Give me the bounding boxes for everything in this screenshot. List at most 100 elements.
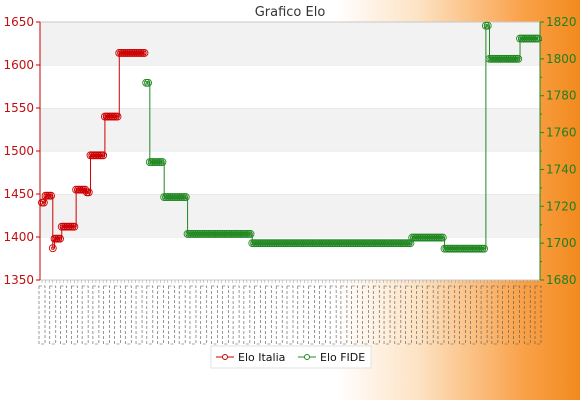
x-tick-label-stub bbox=[405, 285, 412, 345]
x-tick-label-stub bbox=[372, 285, 380, 345]
x-tick-label-stub bbox=[470, 285, 477, 345]
x-tick-label-stub bbox=[189, 285, 197, 345]
data-point-inner bbox=[183, 195, 188, 199]
data-point bbox=[144, 78, 152, 87]
data-point bbox=[246, 229, 255, 238]
data-point-inner bbox=[408, 241, 413, 245]
x-tick-label-stub bbox=[211, 285, 218, 345]
x-tick-label-stub bbox=[200, 285, 208, 345]
data-point-inner bbox=[101, 153, 105, 158]
data-point-inner bbox=[41, 200, 46, 205]
data-point bbox=[514, 54, 523, 63]
x-tick-label-stub bbox=[286, 285, 294, 345]
right-tick-label: 1680 bbox=[546, 273, 577, 287]
x-tick-label-stub bbox=[480, 285, 488, 345]
data-point-inner bbox=[72, 224, 77, 229]
x-tick-label-stub bbox=[340, 285, 348, 345]
data-point-inner bbox=[440, 235, 445, 240]
right-tick-label: 1820 bbox=[546, 15, 577, 29]
grid-band bbox=[40, 194, 540, 237]
x-tick-label-stub bbox=[319, 285, 326, 345]
x-tick-label-stub bbox=[297, 285, 305, 345]
x-tick-label-stub bbox=[362, 285, 369, 345]
data-point-inner bbox=[516, 57, 521, 61]
x-tick-label-stub bbox=[351, 285, 358, 345]
data-point bbox=[158, 158, 167, 167]
grid-band bbox=[40, 108, 540, 151]
data-point-inner bbox=[160, 160, 165, 164]
left-tick-label: 1600 bbox=[3, 58, 34, 72]
data-point bbox=[113, 112, 122, 121]
x-tick-label-stub bbox=[426, 285, 434, 345]
data-point-inner bbox=[49, 193, 53, 198]
legend-label-elo-fide: Elo FIDE bbox=[320, 351, 365, 364]
x-tick-label-stub bbox=[157, 285, 164, 345]
x-tick-label-stub bbox=[81, 285, 89, 345]
left-tick-label: 1500 bbox=[3, 144, 34, 158]
left-tick-label: 1650 bbox=[3, 15, 34, 29]
x-tick-label-stub bbox=[38, 285, 46, 345]
data-point-inner bbox=[115, 114, 120, 119]
data-point-inner bbox=[536, 36, 540, 41]
x-tick-label-stub bbox=[124, 285, 132, 345]
series-elo-italia bbox=[38, 49, 149, 253]
left-tick-label: 1550 bbox=[3, 101, 34, 115]
right-axis: 1680 1700 1720 1740 1760 1780 1800 1820 bbox=[539, 15, 577, 287]
data-point bbox=[99, 151, 108, 160]
data-point-inner bbox=[485, 23, 490, 28]
data-point bbox=[438, 233, 447, 242]
legend: Elo Italia Elo FIDE bbox=[210, 345, 372, 369]
data-point-inner bbox=[146, 80, 150, 85]
x-tick-label-stub bbox=[103, 285, 110, 345]
x-tick-label-stub bbox=[92, 285, 100, 345]
left-tick-label: 1450 bbox=[3, 187, 34, 201]
x-tick-label-stub bbox=[275, 285, 283, 345]
x-tick-label-stub bbox=[534, 285, 542, 345]
x-tick-label-stub bbox=[416, 285, 423, 345]
data-point bbox=[140, 49, 149, 57]
right-tick-label: 1800 bbox=[546, 52, 577, 66]
data-point bbox=[47, 191, 55, 200]
x-tick-label-stub bbox=[254, 285, 261, 345]
x-tick-label-stub bbox=[232, 285, 240, 345]
data-point bbox=[483, 21, 492, 30]
left-tick-label: 1400 bbox=[3, 230, 34, 244]
data-point-inner bbox=[248, 232, 253, 236]
series-elo-fide bbox=[142, 21, 542, 253]
data-point bbox=[70, 222, 79, 231]
legend-marker-elo-fide bbox=[304, 354, 310, 360]
data-point bbox=[480, 244, 489, 253]
right-tick-label: 1720 bbox=[546, 199, 577, 213]
data-point-inner bbox=[86, 190, 91, 195]
x-tick-label-stub bbox=[135, 285, 143, 345]
data-point bbox=[56, 234, 64, 243]
right-tick-label: 1700 bbox=[546, 236, 577, 250]
data-point bbox=[48, 244, 57, 253]
x-tick-label-stub bbox=[168, 285, 175, 345]
x-tick-label-stub bbox=[459, 285, 466, 345]
right-tick-label: 1740 bbox=[546, 162, 577, 176]
grid-bands bbox=[40, 21, 540, 280]
x-tick-label-stub bbox=[222, 285, 229, 345]
x-tick-label-stub bbox=[49, 285, 57, 345]
grid-band bbox=[40, 22, 540, 65]
legend-box bbox=[210, 345, 372, 369]
right-tick-label: 1760 bbox=[546, 126, 577, 140]
chart-title: Grafico Elo bbox=[255, 5, 326, 20]
left-tick-label: 1350 bbox=[3, 273, 34, 287]
x-tick-label-stub bbox=[437, 285, 445, 345]
x-tick-label-stub bbox=[243, 285, 251, 345]
x-tick-label-stub bbox=[146, 285, 154, 345]
legend-label-elo-italia: Elo Italia bbox=[238, 351, 285, 364]
data-point-inner bbox=[142, 51, 147, 55]
x-tick-label-stub bbox=[523, 285, 531, 345]
x-tick-label-stub bbox=[383, 285, 391, 345]
data-point bbox=[84, 188, 93, 197]
x-tick-label-stub bbox=[114, 285, 121, 345]
data-point bbox=[406, 239, 415, 248]
x-tick-label-stub bbox=[394, 285, 402, 345]
x-tick-label-stub bbox=[448, 285, 456, 345]
x-tick-label-stub bbox=[502, 285, 509, 345]
